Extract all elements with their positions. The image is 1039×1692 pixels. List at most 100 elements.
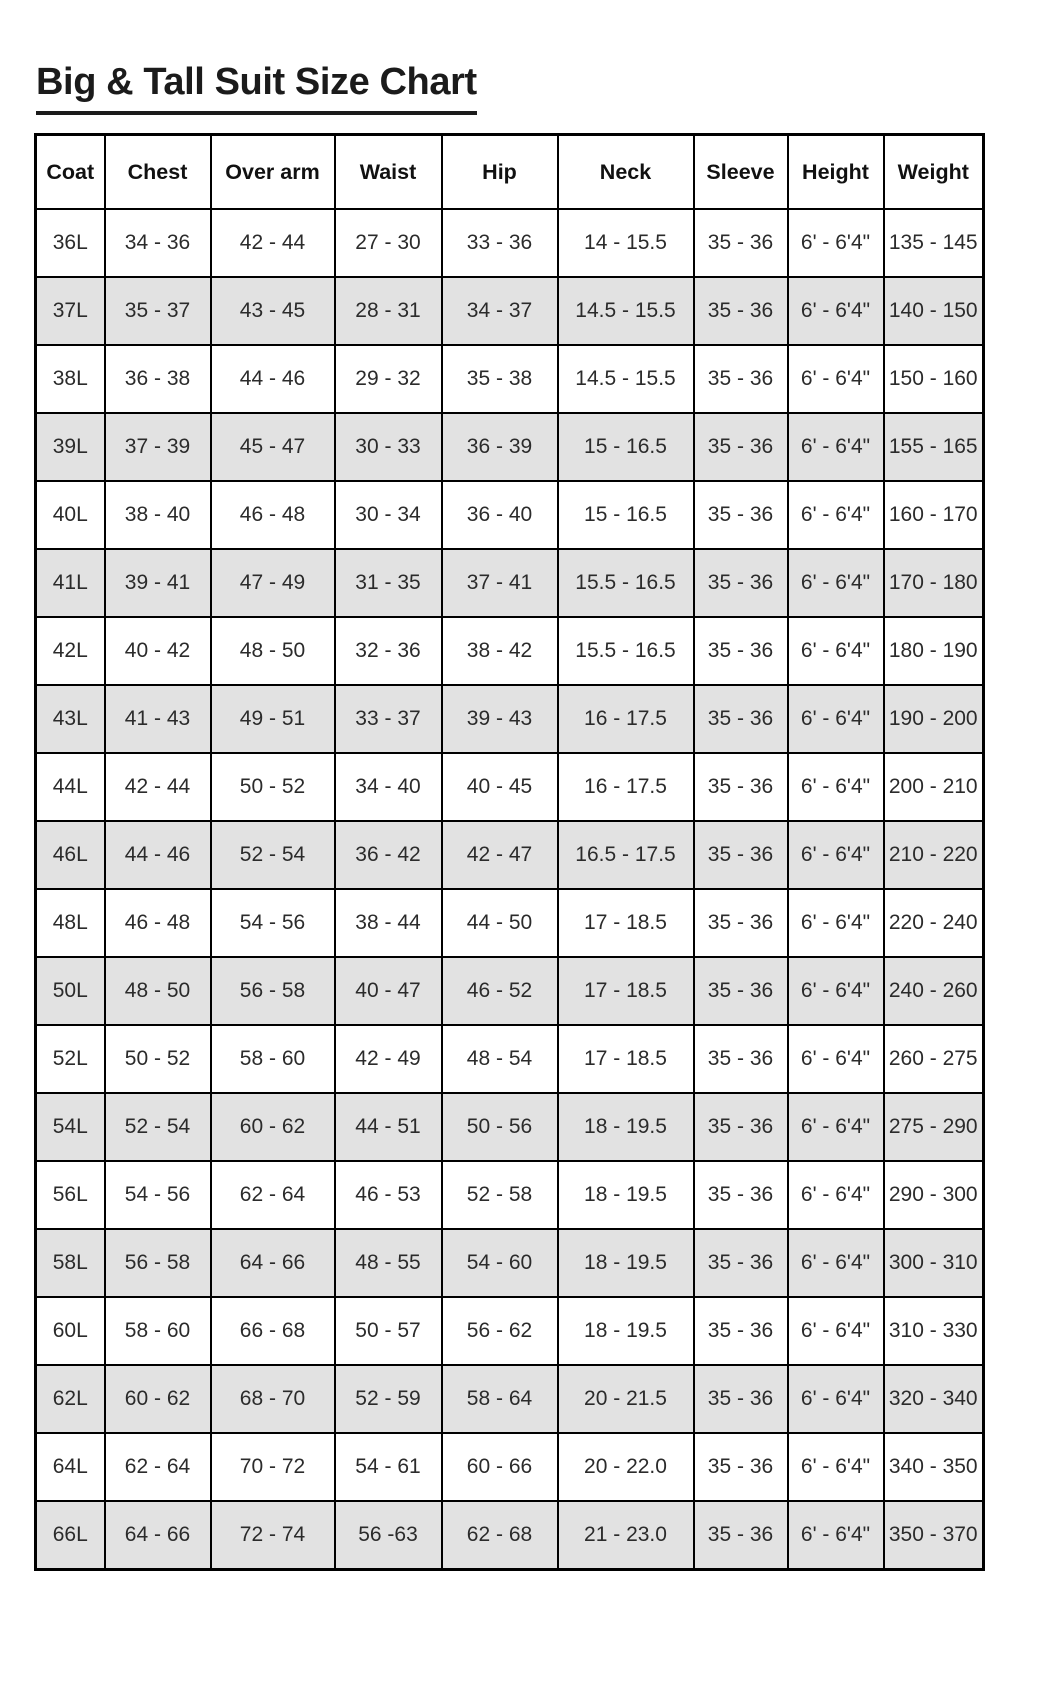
- cell-sleeve: 35 - 36: [692, 752, 789, 822]
- cell-neck: 21 - 23.0: [556, 1500, 695, 1571]
- cell-over-arm: 56 - 58: [209, 956, 336, 1026]
- table-row: 44L 42 - 44 50 - 52 34 - 40 40 - 45 16 - 17.5…: [34, 752, 985, 822]
- cell-coat-size: 41L: [34, 548, 106, 618]
- cell-weight: 310 - 330: [882, 1296, 985, 1366]
- cell-chest: 41 - 43: [103, 684, 212, 754]
- cell-weight: 240 - 260: [882, 956, 985, 1026]
- cell-hip: 56 - 62: [440, 1296, 559, 1366]
- column-header-chest: Chest: [103, 133, 212, 210]
- cell-sleeve: 35 - 36: [692, 1228, 789, 1298]
- cell-neck: 14 - 15.5: [556, 208, 695, 278]
- cell-waist: 31 - 35: [333, 548, 443, 618]
- cell-sleeve: 35 - 36: [692, 208, 789, 278]
- cell-height: 6' - 6'4": [786, 344, 885, 414]
- table-row: 43L 41 - 43 49 - 51 33 - 37 39 - 43 16 - 17.5…: [34, 684, 985, 754]
- cell-chest: 36 - 38: [103, 344, 212, 414]
- cell-hip: 36 - 39: [440, 412, 559, 482]
- cell-height: 6' - 6'4": [786, 684, 885, 754]
- table-row: 52L 50 - 52 58 - 60 42 - 49 48 - 54 17 - 18.5…: [34, 1024, 985, 1094]
- cell-height: 6' - 6'4": [786, 1024, 885, 1094]
- cell-sleeve: 35 - 36: [692, 1296, 789, 1366]
- cell-over-arm: 44 - 46: [209, 344, 336, 414]
- cell-waist: 27 - 30: [333, 208, 443, 278]
- cell-hip: 50 - 56: [440, 1092, 559, 1162]
- cell-neck: 20 - 21.5: [556, 1364, 695, 1434]
- cell-sleeve: 35 - 36: [692, 1160, 789, 1230]
- cell-chest: 44 - 46: [103, 820, 212, 890]
- table-row: 62L 60 - 62 68 - 70 52 - 59 58 - 64 20 - 21.5…: [34, 1364, 985, 1434]
- column-header-hip: Hip: [440, 133, 559, 210]
- cell-chest: 60 - 62: [103, 1364, 212, 1434]
- cell-neck: 18 - 19.5: [556, 1296, 695, 1366]
- cell-waist: 33 - 37: [333, 684, 443, 754]
- cell-height: 6' - 6'4": [786, 1296, 885, 1366]
- cell-waist: 50 - 57: [333, 1296, 443, 1366]
- cell-weight: 150 - 160: [882, 344, 985, 414]
- cell-weight: 160 - 170: [882, 480, 985, 550]
- column-header-waist: Waist: [333, 133, 443, 210]
- table-row: 58L 56 - 58 64 - 66 48 - 55 54 - 60 18 - 19.5…: [34, 1228, 985, 1298]
- cell-weight: 200 - 210: [882, 752, 985, 822]
- cell-over-arm: 49 - 51: [209, 684, 336, 754]
- table-row: 41L 39 - 41 47 - 49 31 - 35 37 - 41 15.5 - 16…: [34, 548, 985, 618]
- table-row: 36L 34 - 36 42 - 44 27 - 30 33 - 36 14 - 15.5…: [34, 208, 985, 278]
- cell-chest: 35 - 37: [103, 276, 212, 346]
- cell-hip: 54 - 60: [440, 1228, 559, 1298]
- cell-over-arm: 43 - 45: [209, 276, 336, 346]
- cell-chest: 58 - 60: [103, 1296, 212, 1366]
- column-header-weight: Weight: [882, 133, 985, 210]
- cell-coat-size: 66L: [34, 1500, 106, 1571]
- table-row: 50L 48 - 50 56 - 58 40 - 47 46 - 52 17 - 18.5…: [34, 956, 985, 1026]
- cell-height: 6' - 6'4": [786, 1432, 885, 1502]
- cell-waist: 42 - 49: [333, 1024, 443, 1094]
- cell-coat-size: 44L: [34, 752, 106, 822]
- cell-over-arm: 66 - 68: [209, 1296, 336, 1366]
- table-header: Coat Chest Over arm Waist Hip Neck Sleeve Heigh…: [34, 133, 985, 210]
- cell-hip: 62 - 68: [440, 1500, 559, 1571]
- cell-hip: 38 - 42: [440, 616, 559, 686]
- cell-sleeve: 35 - 36: [692, 616, 789, 686]
- cell-waist: 56 -63: [333, 1500, 443, 1571]
- cell-hip: 39 - 43: [440, 684, 559, 754]
- cell-coat-size: 37L: [34, 276, 106, 346]
- cell-hip: 58 - 64: [440, 1364, 559, 1434]
- cell-sleeve: 35 - 36: [692, 412, 789, 482]
- table-row: 64L 62 - 64 70 - 72 54 - 61 60 - 66 20 - 22.0…: [34, 1432, 985, 1502]
- cell-coat-size: 60L: [34, 1296, 106, 1366]
- cell-height: 6' - 6'4": [786, 616, 885, 686]
- cell-height: 6' - 6'4": [786, 412, 885, 482]
- cell-chest: 54 - 56: [103, 1160, 212, 1230]
- size-chart-table: Coat Chest Over arm Waist Hip Neck Sleeve Heigh…: [34, 133, 985, 1571]
- table-row: 38L 36 - 38 44 - 46 29 - 32 35 - 38 14.5 - 15…: [34, 344, 985, 414]
- cell-height: 6' - 6'4": [786, 1160, 885, 1230]
- cell-sleeve: 35 - 36: [692, 1092, 789, 1162]
- cell-neck: 15 - 16.5: [556, 412, 695, 482]
- cell-over-arm: 54 - 56: [209, 888, 336, 958]
- cell-weight: 220 - 240: [882, 888, 985, 958]
- cell-neck: 15.5 - 16.5: [556, 616, 695, 686]
- cell-height: 6' - 6'4": [786, 208, 885, 278]
- cell-hip: 48 - 54: [440, 1024, 559, 1094]
- cell-neck: 16 - 17.5: [556, 684, 695, 754]
- cell-coat-size: 39L: [34, 412, 106, 482]
- cell-weight: 190 - 200: [882, 684, 985, 754]
- cell-waist: 48 - 55: [333, 1228, 443, 1298]
- cell-hip: 42 - 47: [440, 820, 559, 890]
- cell-weight: 155 - 165: [882, 412, 985, 482]
- column-header-sleeve: Sleeve: [692, 133, 789, 210]
- cell-waist: 44 - 51: [333, 1092, 443, 1162]
- table-row: 46L 44 - 46 52 - 54 36 - 42 42 - 47 16.5 - 17…: [34, 820, 985, 890]
- cell-height: 6' - 6'4": [786, 956, 885, 1026]
- cell-hip: 33 - 36: [440, 208, 559, 278]
- header-row: Coat Chest Over arm Waist Hip Neck Sleeve Heigh…: [34, 133, 985, 210]
- cell-weight: 290 - 300: [882, 1160, 985, 1230]
- cell-neck: 15 - 16.5: [556, 480, 695, 550]
- cell-over-arm: 50 - 52: [209, 752, 336, 822]
- table-row: 54L 52 - 54 60 - 62 44 - 51 50 - 56 18 - 19.5…: [34, 1092, 985, 1162]
- cell-over-arm: 72 - 74: [209, 1500, 336, 1571]
- table-row: 48L 46 - 48 54 - 56 38 - 44 44 - 50 17 - 18.5…: [34, 888, 985, 958]
- cell-coat-size: 54L: [34, 1092, 106, 1162]
- cell-neck: 14.5 - 15.5: [556, 276, 695, 346]
- cell-height: 6' - 6'4": [786, 548, 885, 618]
